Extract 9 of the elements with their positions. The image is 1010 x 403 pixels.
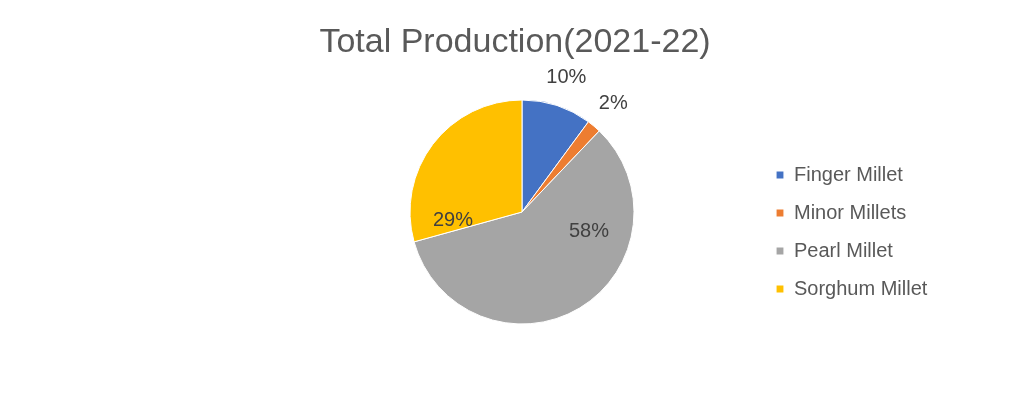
data-label: 2% [598, 91, 628, 114]
legend-label: Sorghum Millet [794, 277, 928, 299]
legend-label: Pearl Millet [794, 239, 894, 261]
legend-label: Minor Millets [794, 201, 907, 223]
data-label: 58% [568, 218, 610, 241]
data-label: 10% [546, 65, 587, 88]
data-label: 29% [432, 207, 474, 230]
legend-label: Finger Millet [794, 163, 904, 185]
chart-title: Total Production(2021-22) [319, 21, 711, 59]
